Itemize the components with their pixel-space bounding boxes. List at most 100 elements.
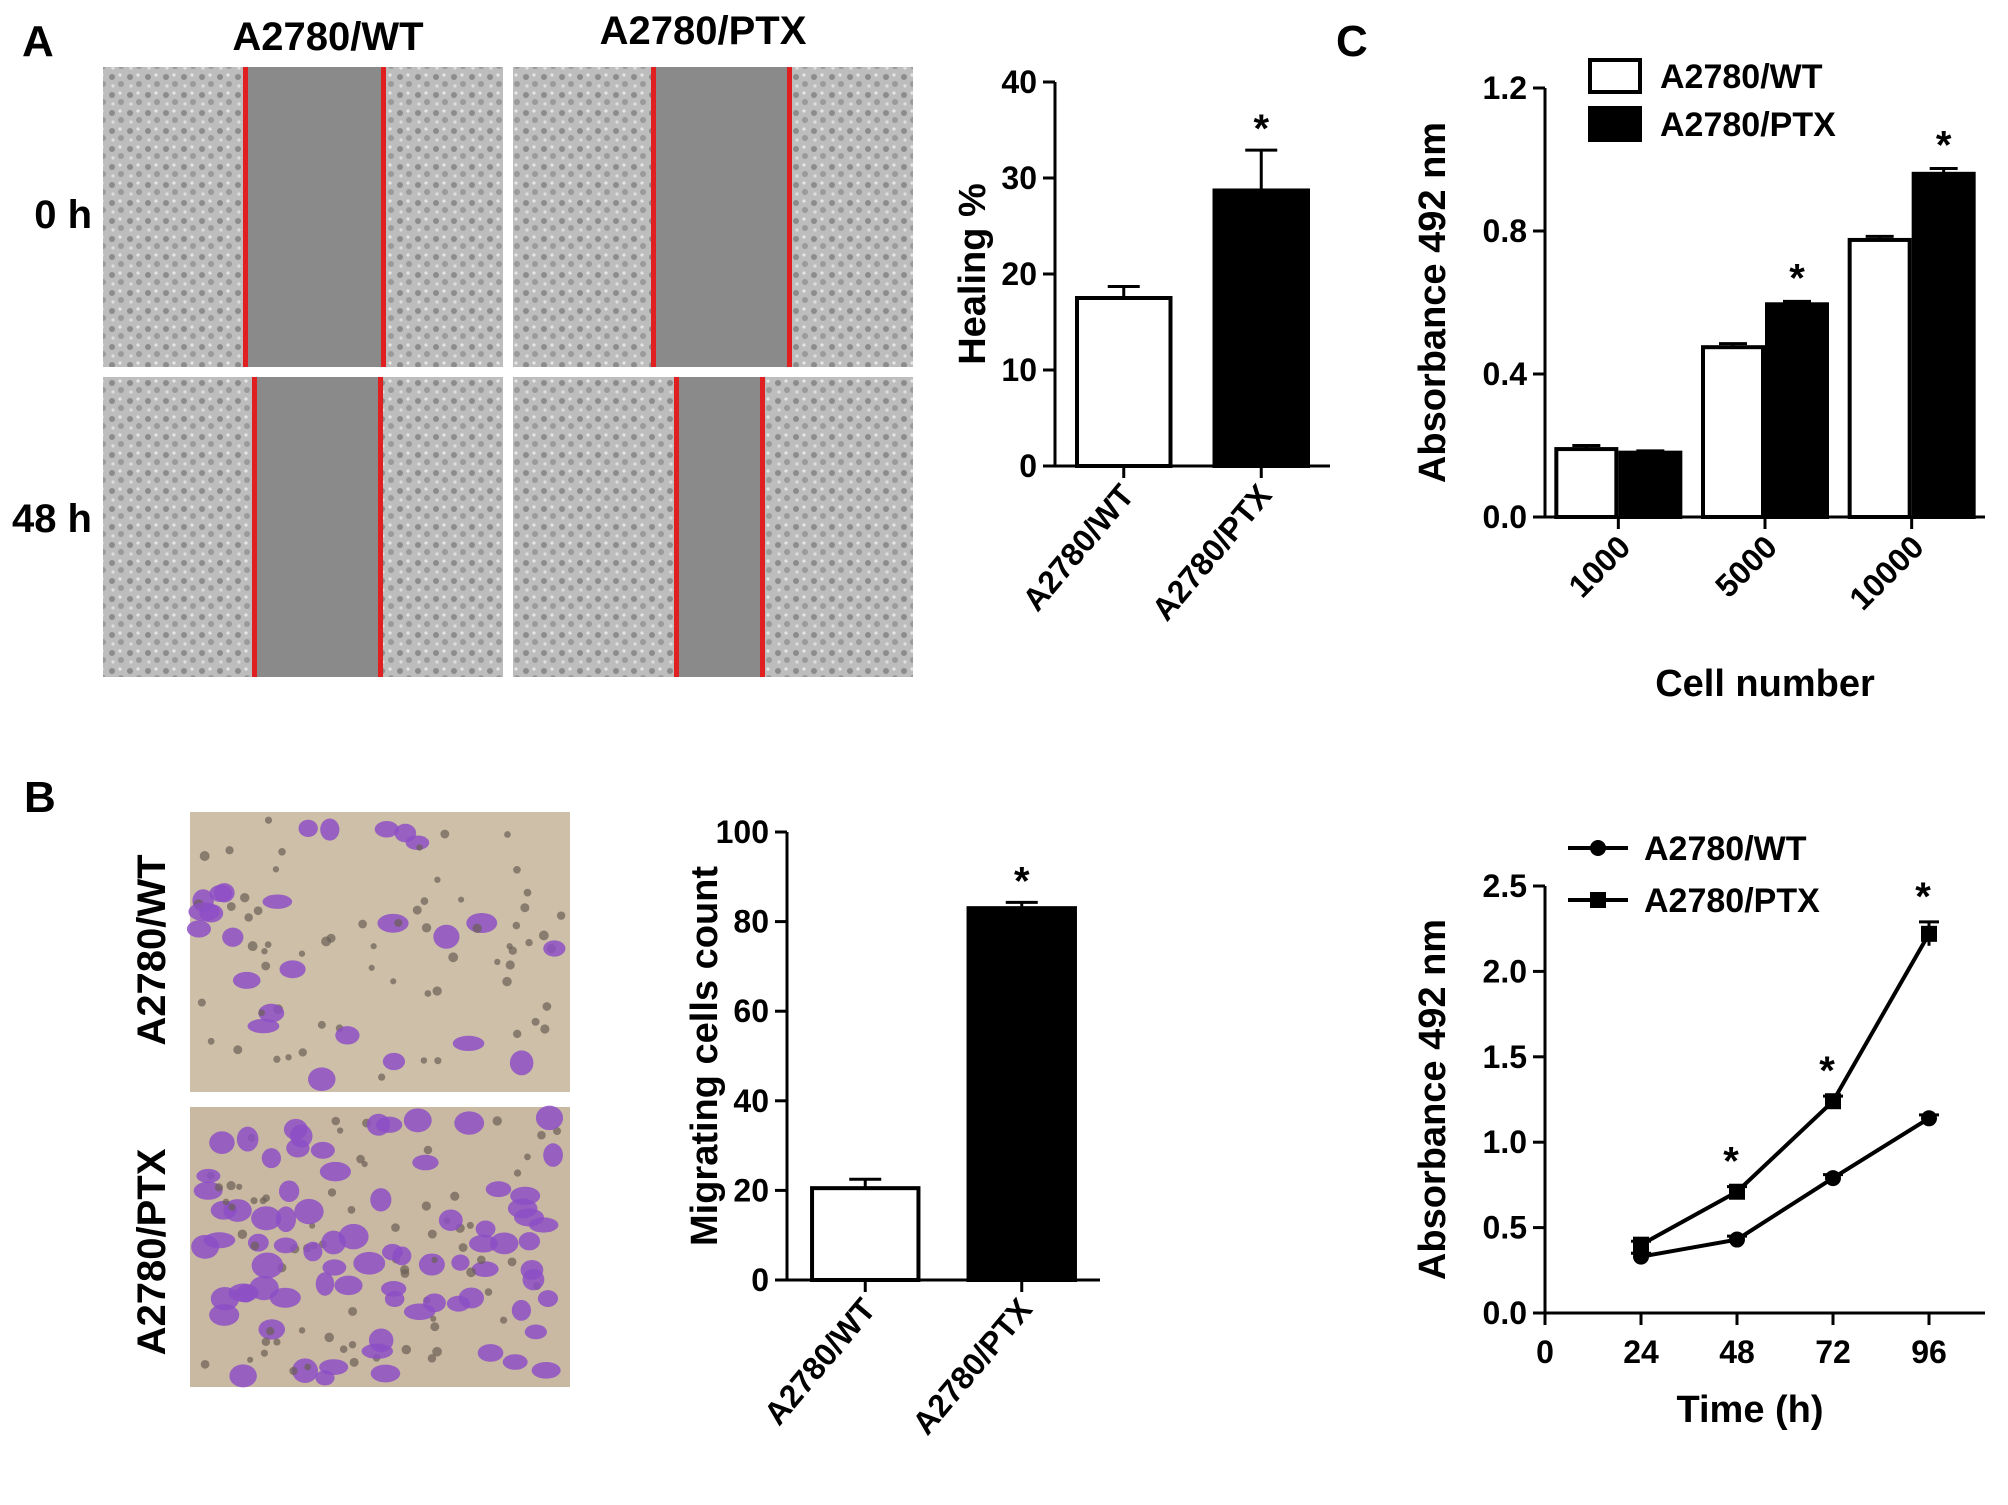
micrograph-row-label-0h: 0 h (34, 193, 92, 237)
series-line (1640, 932, 1931, 1247)
stained-cell (543, 940, 566, 957)
stained-cell (382, 1052, 406, 1071)
pore-dot (378, 1073, 386, 1081)
y-axis-title: Migrating cells count (684, 866, 726, 1246)
pore-dot (266, 1326, 275, 1336)
stained-cell (275, 1206, 297, 1233)
scratch-gap (254, 377, 380, 677)
pore-dot (222, 1198, 230, 1206)
stained-cell (279, 960, 306, 979)
stained-cell (370, 1188, 392, 1212)
pore-dot (507, 1257, 517, 1267)
pore-dot (412, 905, 422, 915)
pore-dot (472, 923, 482, 933)
stained-cell (477, 1344, 504, 1362)
stained-cell (394, 823, 417, 843)
scratch-edge-line (378, 377, 383, 677)
stained-cell (374, 821, 399, 838)
pore-dot (421, 1201, 431, 1211)
bar (1701, 345, 1765, 519)
micrograph-wt-0h (103, 67, 503, 367)
pore-dot (324, 1332, 334, 1343)
pore-dot (348, 1341, 357, 1349)
significance-marker: * (1789, 256, 1805, 300)
panel-letter-a: A (22, 17, 54, 66)
pore-dot (448, 952, 459, 963)
stained-cell (209, 1304, 240, 1326)
x-tick-label: A2780/WT (1015, 477, 1141, 618)
stained-cell (319, 1161, 351, 1182)
stained-cell (298, 819, 318, 838)
pore-dot (253, 906, 263, 916)
y-axis-title: Absorbance 492 nm (1412, 122, 1454, 483)
y-tick-label: 0 (751, 1262, 769, 1298)
pore-dot (309, 1222, 316, 1229)
stained-cell (543, 1143, 563, 1167)
significance-marker: * (1253, 107, 1269, 151)
healing-percent-chart: 0 10 20 30 40 A2780/WT * A2780/PTX Healing % (952, 64, 1330, 627)
bar (810, 1186, 921, 1283)
pore-dot (553, 1127, 562, 1136)
bar (1847, 237, 1912, 519)
pore-dot (226, 902, 236, 911)
pore-dot (420, 897, 429, 905)
x-axis-title: Cell number (1655, 663, 1875, 705)
pore-dot (273, 1338, 281, 1346)
bar (1618, 450, 1683, 519)
pore-dot (394, 918, 403, 927)
stained-cell (438, 1209, 463, 1231)
stained-cell (188, 902, 220, 922)
pore-dot (504, 831, 511, 838)
stained-cell (537, 1290, 559, 1307)
data-point (1921, 925, 1937, 942)
pore-dot (432, 986, 442, 996)
stained-cell (229, 1364, 257, 1388)
pore-dot (512, 1029, 522, 1039)
pore-dot (424, 990, 432, 997)
pore-dot (278, 847, 286, 856)
y-tick-label: 0.4 (1483, 356, 1528, 392)
stained-cell (502, 1354, 528, 1370)
stained-cell (315, 1272, 335, 1296)
panel-letter-c: C (1336, 17, 1368, 66)
pore-dot (272, 866, 280, 873)
legend-swatch (1588, 58, 1642, 94)
stained-cell (392, 1246, 412, 1266)
y-tick-label: 0 (1019, 448, 1037, 484)
y-tick-label: 10 (1001, 352, 1037, 388)
stained-cell (403, 1303, 436, 1321)
stained-cell (236, 1126, 259, 1152)
pore-dot (228, 1203, 236, 1211)
pore-dot (361, 1160, 368, 1168)
stained-cell (315, 1370, 335, 1386)
pore-dot (502, 976, 512, 987)
stained-cell (458, 1287, 484, 1309)
pore-dot (540, 1024, 550, 1034)
significance-marker: * (1915, 875, 1931, 919)
pore-dot (450, 1191, 460, 1201)
scratch-edge-line (243, 67, 248, 367)
stained-cell (294, 1198, 324, 1225)
stained-cell (518, 1232, 541, 1251)
pore-dot (298, 950, 306, 957)
x-tick-label: 24 (1623, 1334, 1659, 1370)
x-tick-label: 10000 (1842, 528, 1930, 616)
pore-dot (427, 1354, 437, 1363)
scratch-edge-line (252, 377, 257, 677)
stained-cell (361, 1343, 394, 1359)
significance-marker: * (1014, 859, 1030, 903)
stained-cell (433, 924, 460, 949)
pore-dot (273, 1055, 281, 1063)
pore-dot (261, 948, 268, 955)
pore-dot (336, 1127, 344, 1134)
pore-dot (499, 1316, 508, 1324)
pore-dot (358, 919, 367, 929)
stained-cell (261, 1148, 282, 1169)
micrograph-column-label-wt: A2780/WT (232, 15, 423, 59)
stained-cell (403, 1108, 432, 1133)
pore-dot (466, 1221, 474, 1229)
micrograph-column-label-ptx: A2780/PTX (600, 9, 807, 53)
y-tick-label: 0.8 (1483, 213, 1527, 249)
y-tick-label: 100 (716, 814, 769, 850)
pore-dot (247, 1356, 254, 1363)
